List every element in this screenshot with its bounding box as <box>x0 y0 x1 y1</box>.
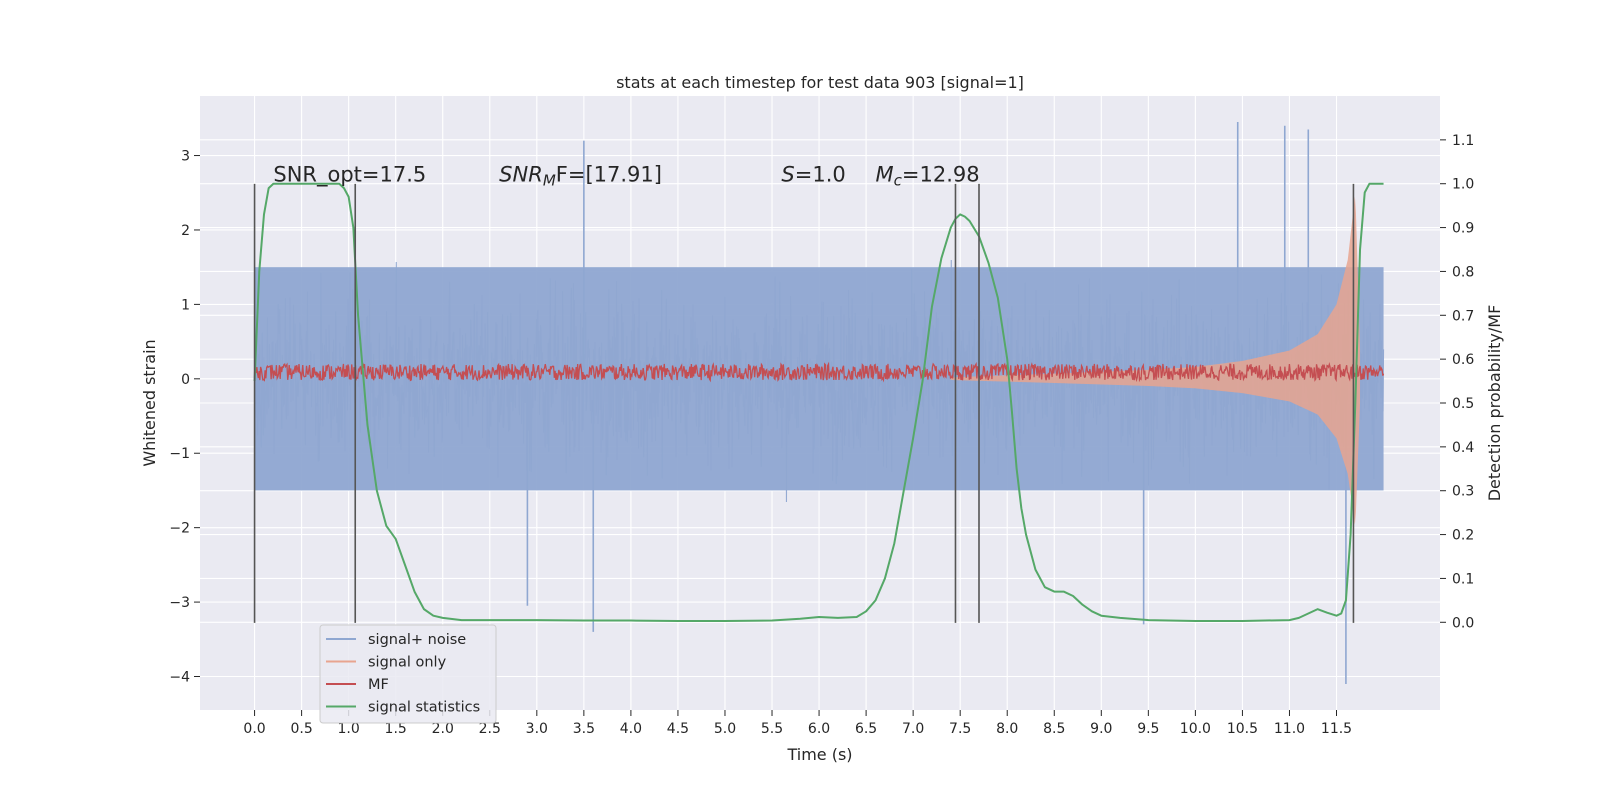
x-tick-label: 1.0 <box>338 721 360 737</box>
y-right-tick-label: 1.0 <box>1452 177 1474 193</box>
signal-only-envelope <box>950 196 1361 525</box>
x-tick-label: 6.0 <box>808 721 830 737</box>
annotation-prefix: SNR <box>499 163 543 187</box>
x-tick-label: 7.5 <box>949 721 971 737</box>
legend-box <box>319 624 497 724</box>
x-tick-label: 2.5 <box>479 721 501 737</box>
annotation-1: SNRMF=[17.91] <box>499 163 662 190</box>
x-tick-label: 9.5 <box>1137 721 1159 737</box>
x-tick-label: 4.5 <box>667 721 689 737</box>
signal-statistics-line <box>253 182 1384 622</box>
x-tick-label: 1.5 <box>385 721 407 737</box>
mf-trace <box>253 361 1385 383</box>
annotation-0: SNR_opt=17.5 <box>273 163 426 188</box>
chart-title: stats at each timestep for test data 903… <box>616 73 1024 92</box>
legend-entry: signal only <box>368 655 447 671</box>
y-right-tick-label: 1.1 <box>1452 133 1474 149</box>
x-tick-label: 10.5 <box>1227 721 1258 737</box>
x-tick-label: 5.5 <box>761 721 783 737</box>
annotation-2: S=1.0 <box>781 163 845 187</box>
annotations: SNR_opt=17.5 SNRMF=[17.91] S=1.0 Mc=12.98 <box>273 163 979 190</box>
x-tick-label: 6.5 <box>855 721 877 737</box>
annotation-prefix: M <box>876 163 894 187</box>
x-tick-label: 3.5 <box>573 721 595 737</box>
series-mf <box>253 361 1385 383</box>
x-tick-label: 5.0 <box>714 721 736 737</box>
series-signal-only <box>950 196 1361 525</box>
y-tick-label: 3 <box>181 149 190 165</box>
y-right-tick-label: 0.1 <box>1452 571 1474 587</box>
legend: signal+ noise signal only MF signal statist… <box>319 624 497 724</box>
vertical-markers <box>253 183 1355 623</box>
y-tick-label: −4 <box>169 670 190 686</box>
annotation-suffix: F=[17.91] <box>556 163 662 187</box>
annotation-suffix: =1.0 <box>795 163 846 187</box>
y-axis-label-right: Detection probability/MF <box>1485 305 1504 502</box>
y-axis-right-ticks: 0.0 0.1 0.2 0.3 0.4 0.5 0.6 0.7 0.8 0.9 1.0 1.1 <box>1440 133 1474 631</box>
annotation-3: Mc=12.98 <box>876 163 980 190</box>
x-axis-label: Time (s) <box>786 745 852 764</box>
y-right-tick-label: 0.3 <box>1452 484 1474 500</box>
x-tick-label: 0.5 <box>290 721 312 737</box>
y-right-tick-label: 0.5 <box>1452 396 1474 412</box>
annotation-sub: c <box>894 172 903 190</box>
y-right-tick-label: 0.0 <box>1452 615 1474 631</box>
y-axis-label-left: Whitened strain <box>140 339 159 466</box>
legend-entry: signal statistics <box>368 700 480 716</box>
x-tick-label: 9.0 <box>1090 721 1112 737</box>
y-tick-label: −3 <box>169 595 190 611</box>
annotation-sub: M <box>543 172 556 190</box>
y-right-tick-label: 0.9 <box>1452 221 1474 237</box>
x-tick-label: 7.0 <box>902 721 924 737</box>
legend-entry: signal+ noise <box>368 632 466 648</box>
x-tick-label: 8.0 <box>996 721 1018 737</box>
x-tick-label: 4.0 <box>620 721 642 737</box>
y-right-tick-label: 0.7 <box>1452 308 1474 324</box>
y-axis-left-ticks: −4 −3 −2 −1 0 1 2 3 <box>169 149 200 686</box>
x-tick-label: 8.5 <box>1043 721 1065 737</box>
y-right-tick-label: 0.4 <box>1452 440 1474 456</box>
y-right-tick-label: 0.2 <box>1452 528 1474 544</box>
x-axis-ticks: 0.0 0.5 1.0 1.5 2.0 2.5 3.0 3.5 4.0 4.5 5.0 5.5 6.0 6… <box>243 710 1352 737</box>
y-tick-label: −2 <box>169 521 190 537</box>
y-tick-label: −1 <box>169 446 190 462</box>
y-right-tick-label: 0.6 <box>1452 352 1474 368</box>
x-tick-label: 3.0 <box>526 721 548 737</box>
x-tick-label: 11.5 <box>1321 721 1352 737</box>
legend-entry: MF <box>368 677 389 693</box>
annotation-prefix: S <box>781 163 794 187</box>
x-tick-label: 10.0 <box>1180 721 1211 737</box>
x-tick-label: 11.0 <box>1274 721 1305 737</box>
y-right-tick-label: 0.8 <box>1452 264 1474 280</box>
y-tick-label: 1 <box>181 297 190 313</box>
x-tick-label: 2.0 <box>432 721 454 737</box>
annotation-prefix: SNR_opt=17.5 <box>273 163 426 188</box>
annotation-suffix: =12.98 <box>902 163 980 187</box>
y-tick-label: 2 <box>181 223 190 239</box>
x-tick-label: 0.0 <box>243 721 265 737</box>
series-signal-statistics <box>253 182 1384 622</box>
y-tick-label: 0 <box>181 372 190 388</box>
